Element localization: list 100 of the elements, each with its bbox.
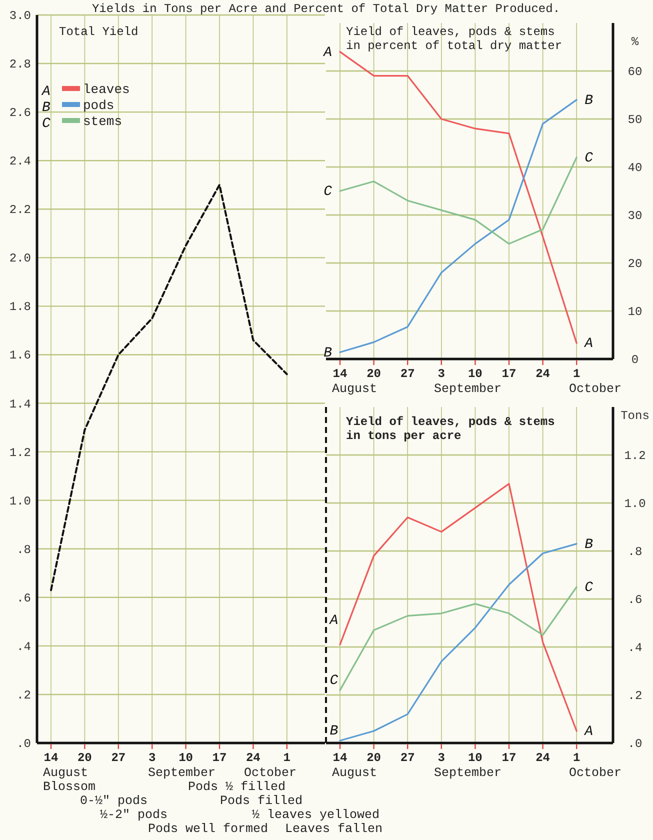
annotation: B: [584, 92, 594, 109]
line-series: [50, 184, 288, 592]
annotation: B: [324, 345, 332, 362]
line-series: [339, 586, 578, 691]
y-tick-label: .8: [16, 542, 31, 557]
y-tick-label: .4: [16, 640, 31, 654]
x-tick-label: 10: [468, 751, 482, 765]
x-tick-label: 17: [502, 751, 516, 765]
text: Yield of leaves, pods & stems in percent of total dry matter: [346, 25, 562, 53]
y-tick-label: .2: [628, 689, 642, 703]
x-tick-label: 20: [77, 751, 92, 765]
y-tick-label: 40: [628, 161, 642, 175]
text: Total Yield: [59, 25, 138, 39]
y-tick-label: 1.4: [9, 397, 31, 412]
y-tick-label: 1.6: [9, 348, 31, 363]
x-tick-label: 24: [536, 367, 550, 381]
annotation: A: [584, 336, 594, 352]
annotation: B: [42, 100, 50, 116]
text: October: [244, 766, 297, 780]
text: August: [332, 382, 378, 396]
text: August: [332, 766, 378, 780]
annotation: B: [330, 724, 338, 740]
y-tick-label: 0: [631, 353, 639, 367]
text: September: [434, 766, 502, 780]
text: Yield of leaves, pods & stems in tons per acre: [346, 415, 555, 443]
y-tick-label: 20: [628, 257, 642, 271]
y-tick-label: 50: [628, 113, 642, 127]
annotation: A: [584, 724, 594, 740]
y-tick-label: 60: [628, 65, 642, 79]
y-tick-label: .6: [628, 593, 642, 607]
y-tick-label: 1.0: [9, 494, 31, 508]
y-tick-label: .2: [16, 688, 31, 702]
y-tick-label: .4: [628, 641, 642, 655]
x-tick-label: 14: [44, 751, 58, 765]
y-tick-label: .8: [628, 545, 642, 559]
annotation: C: [324, 184, 333, 200]
x-tick-label: 14: [332, 751, 348, 765]
text: August: [43, 766, 88, 780]
text: September: [148, 766, 216, 780]
line-series: [339, 543, 578, 742]
y-tick-label: 10: [628, 305, 642, 319]
y-tick-label: 1.2: [9, 446, 31, 460]
x-tick-label: 3: [438, 751, 445, 765]
line-series: [339, 51, 578, 344]
text: Pods filled: [220, 794, 303, 808]
x-tick-label: 17: [212, 751, 227, 765]
x-tick-label: 14: [332, 367, 348, 381]
legend-label: stems: [83, 114, 122, 129]
y-tick-label: .6: [16, 591, 31, 606]
annotation: C: [584, 150, 594, 166]
text: ½-2" pods: [100, 808, 168, 822]
x-tick-label: 3: [438, 367, 445, 381]
text: Pods well formed: [148, 822, 268, 836]
line-series: [339, 156, 578, 245]
y-axis-title: %: [631, 35, 640, 49]
text: October: [569, 382, 622, 396]
x-tick-label: 27: [400, 751, 415, 765]
text: Leaves fallen: [285, 822, 383, 836]
y-tick-label: 2.4: [9, 154, 31, 169]
annotation: B: [584, 536, 594, 553]
x-tick-label: 1: [283, 751, 290, 765]
y-tick-label: 2.8: [9, 58, 31, 72]
chart-title: Yields in Tons per Acre and Percent of Total Dry Matter Produced.: [92, 2, 560, 16]
x-tick-label: 1: [573, 751, 580, 765]
annotation: C: [330, 673, 339, 690]
x-tick-label: 10: [178, 751, 194, 765]
y-tick-label: 2.6: [9, 106, 31, 120]
x-tick-label: 3: [148, 751, 156, 765]
x-tick-label: 1: [573, 367, 580, 381]
y-tick-label: 1.0: [624, 497, 646, 511]
x-tick-label: 17: [502, 367, 516, 381]
annotation: A: [322, 44, 332, 61]
x-tick-label: 10: [468, 367, 482, 381]
x-tick-label: 27: [400, 367, 415, 381]
legend-label: leaves: [83, 82, 130, 97]
x-tick-label: 24: [246, 751, 260, 765]
text: October: [569, 766, 622, 780]
line-series: [339, 99, 578, 354]
x-tick-label: 27: [111, 751, 126, 765]
text: Blossom: [43, 780, 96, 794]
legend-label: pods: [83, 98, 114, 113]
annotation: A: [41, 84, 50, 100]
text: ½ leaves yellowed: [252, 808, 380, 822]
x-tick-label: 20: [366, 367, 382, 381]
x-tick-label: 20: [366, 751, 382, 765]
text: 0-½" pods: [80, 794, 148, 808]
x-tick-label: 24: [536, 751, 550, 765]
y-tick-label: .0: [628, 737, 642, 751]
y-tick-label: 1.2: [624, 449, 646, 463]
text: September: [434, 382, 502, 396]
annotation: C: [42, 116, 51, 132]
y-tick-label: 3.0: [9, 9, 31, 23]
annotation: C: [584, 580, 594, 596]
annotation: A: [328, 613, 338, 630]
line-series: [339, 483, 578, 732]
y-axis-title: Tons: [620, 409, 650, 423]
y-tick-label: 30: [628, 209, 642, 223]
y-tick-label: 1.8: [9, 300, 31, 314]
y-tick-label: .0: [16, 737, 31, 751]
y-tick-label: 2.0: [9, 252, 31, 266]
